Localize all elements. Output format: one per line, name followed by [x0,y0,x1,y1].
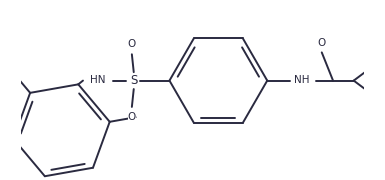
Text: NH: NH [294,75,310,85]
Text: O: O [318,38,326,48]
Text: O: O [128,39,136,49]
Text: HN: HN [90,75,106,85]
Text: S: S [130,74,137,87]
Text: O: O [128,112,136,122]
